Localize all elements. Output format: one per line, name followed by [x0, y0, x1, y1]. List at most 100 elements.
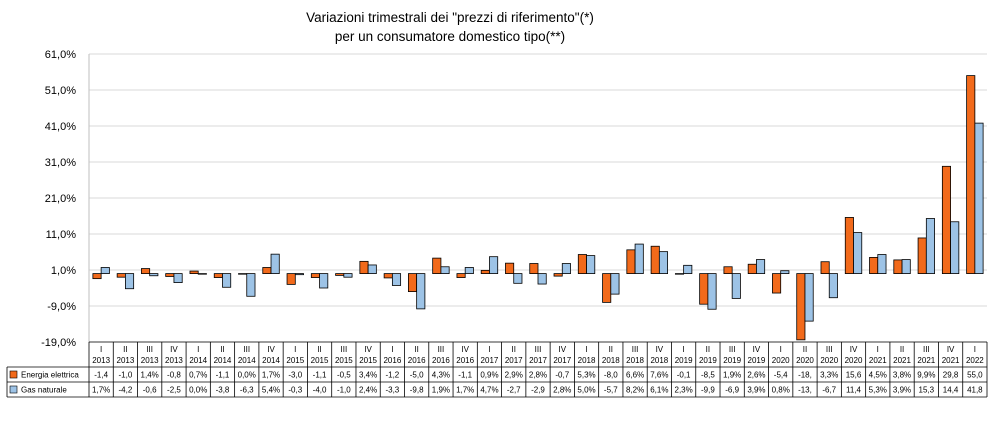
- bar-gas: [901, 259, 911, 274]
- x-tick-year: 2020: [772, 356, 790, 365]
- bar-energia: [359, 260, 369, 274]
- data-label: -1,1: [216, 371, 230, 380]
- x-tick-quarter: I: [877, 345, 879, 354]
- x-tick-year: 2015: [286, 356, 304, 365]
- x-tick-year: 2017: [505, 356, 523, 365]
- x-tick-year: 2019: [699, 356, 717, 365]
- data-label: -3,8: [216, 386, 230, 395]
- data-label: 15,3: [919, 386, 935, 395]
- data-label: 0,0%: [238, 371, 256, 380]
- data-label: 3,4%: [359, 371, 377, 380]
- data-label: 6,1%: [650, 386, 668, 395]
- data-label: -5,4: [774, 371, 788, 380]
- x-tick-year: 2020: [845, 356, 863, 365]
- y-tick-label: -19,0%: [41, 337, 76, 349]
- bar-energia: [699, 273, 709, 305]
- x-tick-quarter: II: [123, 345, 127, 354]
- bar-energia: [505, 262, 515, 275]
- data-label: 15,6: [846, 371, 862, 380]
- bar-energia: [747, 263, 757, 274]
- data-label: -0,1: [677, 371, 691, 380]
- data-label: 8,2%: [626, 386, 644, 395]
- x-tick-quarter: II: [512, 345, 516, 354]
- bar-gas: [561, 263, 571, 274]
- x-tick-year: 2014: [238, 356, 256, 365]
- x-tick-quarter: III: [826, 345, 833, 354]
- y-tick-label: 31,0%: [45, 157, 76, 169]
- x-tick-year: 2020: [796, 356, 814, 365]
- x-tick-year: 2015: [311, 356, 329, 365]
- x-tick-year: 2019: [748, 356, 766, 365]
- bar-energia: [796, 273, 806, 341]
- bar-gas: [343, 273, 353, 278]
- x-tick-quarter: IV: [753, 345, 761, 354]
- bar-energia: [92, 273, 102, 280]
- data-label: -8,0: [604, 371, 618, 380]
- data-label: 1,7%: [262, 371, 280, 380]
- bar-gas: [246, 273, 256, 297]
- x-tick-quarter: IV: [461, 345, 469, 354]
- data-label: -6,3: [240, 386, 254, 395]
- chart-subtitle: per un consumatore domestico tipo(**): [334, 29, 566, 44]
- bar-energia: [602, 273, 612, 303]
- x-tick-year: 2015: [359, 356, 377, 365]
- bar-gas: [683, 264, 693, 275]
- chart-title: Variazioni trimestrali dei "prezzi di ri…: [306, 10, 594, 25]
- data-label: 4,5%: [869, 371, 887, 380]
- bar-gas: [925, 218, 935, 275]
- bar-energia: [674, 273, 685, 275]
- bar-gas: [270, 253, 280, 275]
- bar-gas: [222, 273, 232, 288]
- bar-gas: [950, 221, 960, 274]
- x-tick-quarter: I: [100, 345, 102, 354]
- y-tick-label: 11,0%: [46, 229, 77, 241]
- x-tick-year: 2020: [820, 356, 838, 365]
- bar-gas: [756, 259, 766, 274]
- bar-energia: [820, 261, 830, 275]
- x-tick-quarter: II: [803, 345, 807, 354]
- x-tick-year: 2018: [650, 356, 668, 365]
- bar-energia: [844, 217, 854, 275]
- x-tick-year: 2016: [383, 356, 401, 365]
- bar-energia: [213, 273, 223, 278]
- bar-energia: [869, 256, 879, 274]
- data-label: 0,9%: [480, 371, 498, 380]
- x-tick-quarter: II: [414, 345, 418, 354]
- y-tick-label: 41,0%: [45, 121, 76, 133]
- y-tick-label: 61,0%: [45, 49, 76, 61]
- data-label: 5,3%: [577, 371, 595, 380]
- x-tick-year: 2019: [723, 356, 741, 365]
- x-tick-quarter: III: [729, 345, 736, 354]
- x-tick-year: 2021: [869, 356, 887, 365]
- bar-energia: [165, 273, 175, 277]
- data-label: -4,2: [119, 386, 133, 395]
- bar-gas: [804, 273, 814, 322]
- x-tick-quarter: II: [317, 345, 321, 354]
- bar-gas: [634, 243, 644, 275]
- data-label: -0,5: [337, 371, 351, 380]
- bar-energia: [335, 273, 345, 276]
- data-label: 3,3%: [820, 371, 838, 380]
- x-tick-quarter: IV: [850, 345, 858, 354]
- x-tick-year: 2022: [966, 356, 984, 365]
- x-tick-year: 2015: [335, 356, 353, 365]
- x-tick-quarter: III: [632, 345, 639, 354]
- bar-gas: [828, 273, 838, 299]
- data-label: 0,8%: [772, 386, 790, 395]
- bar-gas: [489, 256, 499, 274]
- bar-energia: [553, 273, 563, 277]
- x-tick-year: 2016: [408, 356, 426, 365]
- x-tick-year: 2018: [602, 356, 620, 365]
- data-label: 1,9%: [723, 371, 741, 380]
- x-tick-quarter: III: [243, 345, 250, 354]
- x-tick-quarter: I: [391, 345, 393, 354]
- bar-energia: [480, 269, 490, 274]
- x-tick-quarter: I: [488, 345, 490, 354]
- data-label: 0,7%: [189, 371, 207, 380]
- bar-gas: [294, 273, 304, 276]
- bar-gas: [100, 267, 110, 275]
- data-label: 2,6%: [747, 371, 765, 380]
- bar-gas: [707, 273, 717, 310]
- bar-energia: [529, 263, 539, 274]
